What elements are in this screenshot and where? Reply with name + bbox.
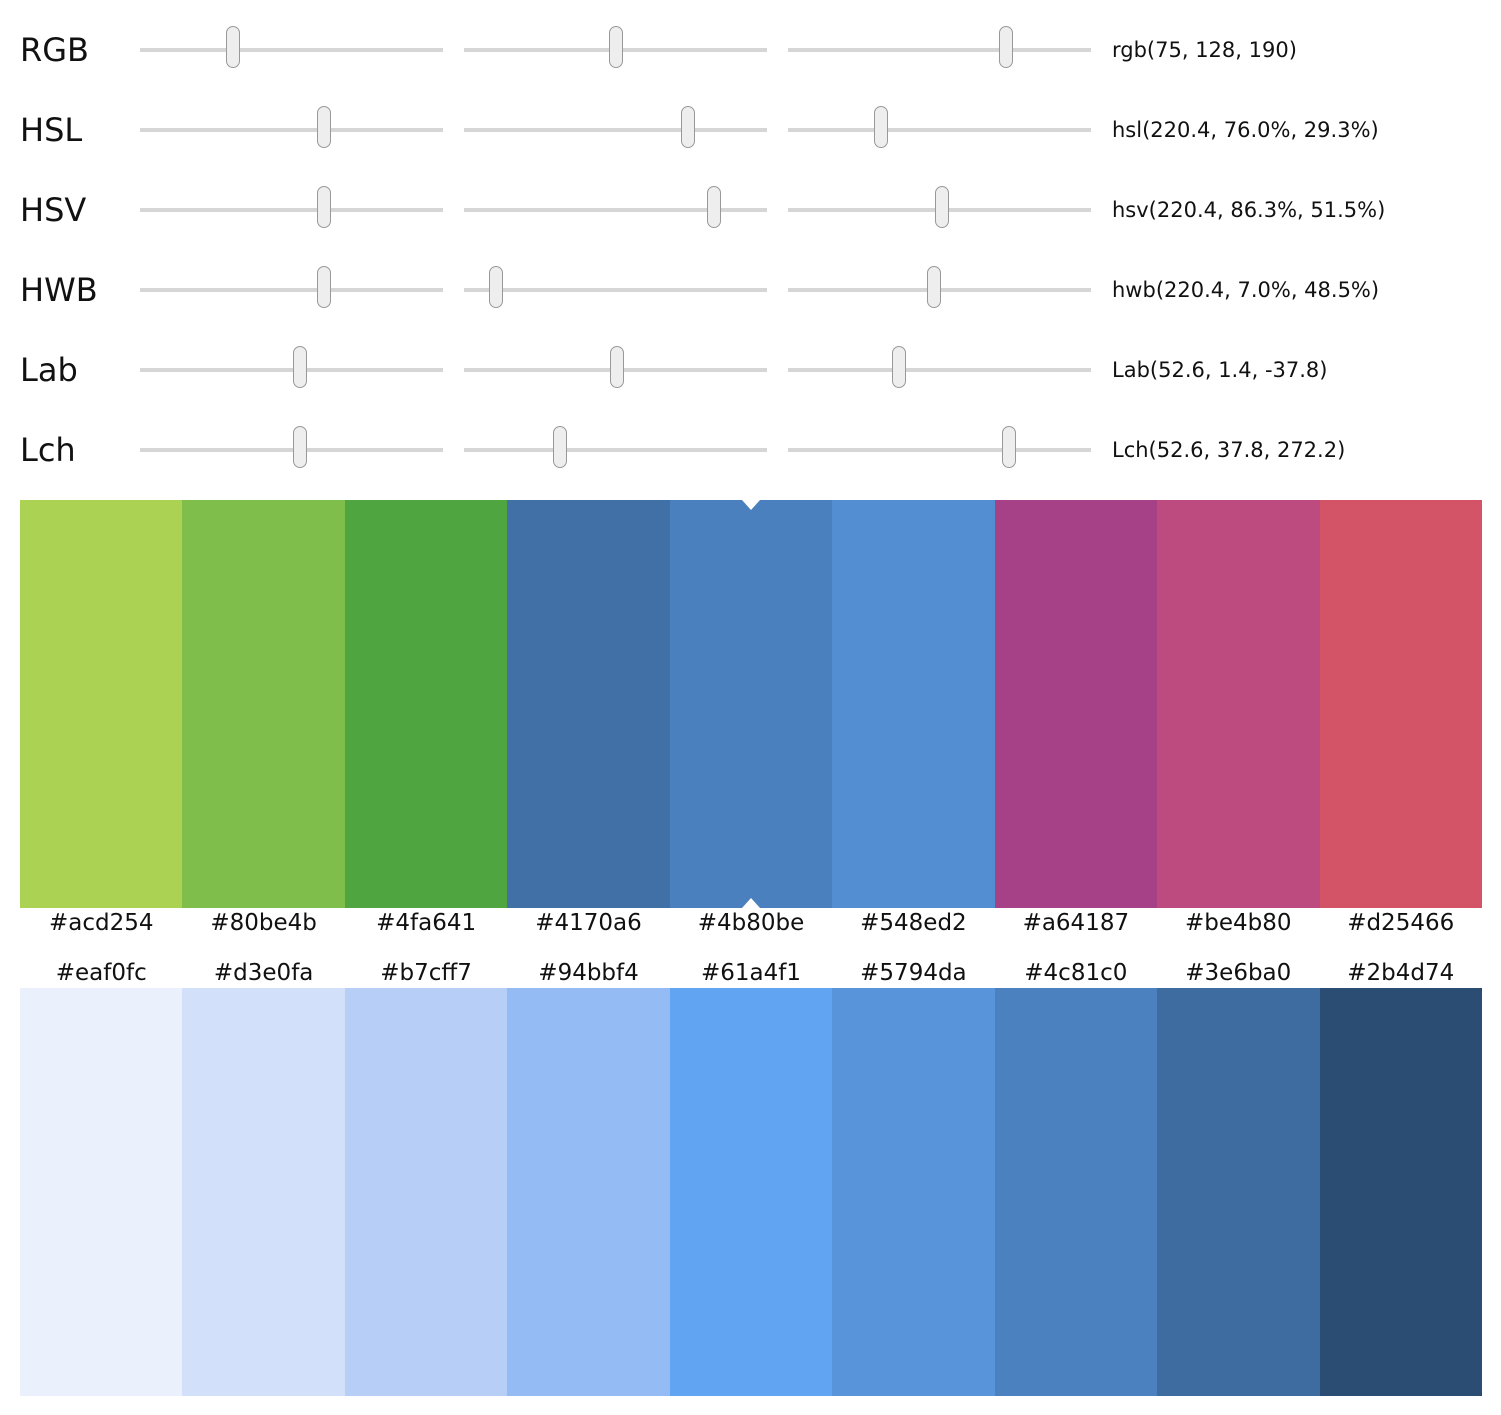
slider-thumb[interactable]: [935, 186, 950, 228]
rgb-slider-1[interactable]: [140, 26, 443, 68]
slider-thumb[interactable]: [681, 106, 696, 148]
color-swatch[interactable]: [832, 988, 995, 1396]
slider-thumb[interactable]: [226, 26, 241, 68]
model-label: Lab: [20, 351, 78, 389]
slider-thumb[interactable]: [553, 426, 568, 468]
slider-thumb[interactable]: [293, 346, 308, 388]
row-hwb: HWB hwb(220.4, 7.0%, 48.5%): [0, 250, 1501, 330]
hwb-slider-1[interactable]: [140, 266, 443, 308]
hsv-slider-3[interactable]: [788, 186, 1091, 228]
slider-thumb[interactable]: [489, 266, 504, 308]
lch-slider-1[interactable]: [140, 426, 443, 468]
slider-thumb[interactable]: [610, 346, 624, 388]
color-swatch[interactable]: [994, 500, 1158, 908]
lab-slider-3[interactable]: [788, 346, 1091, 388]
color-swatch[interactable]: [20, 500, 183, 908]
hex-label: #5794da: [860, 960, 967, 986]
hwb-slider-2[interactable]: [464, 266, 767, 308]
model-label: HSL: [20, 111, 83, 149]
hsl-slider-1[interactable]: [140, 106, 443, 148]
selected-marker-top: [742, 500, 760, 510]
color-swatch[interactable]: [669, 988, 833, 1396]
hex-label: #80be4b: [210, 910, 317, 936]
hsv-slider-1[interactable]: [140, 186, 443, 228]
model-label: HWB: [20, 271, 98, 309]
harmony-hex-labels: #acd254 #80be4b #4fa641 #4170a6 #4b80be #548e…: [20, 908, 1482, 938]
color-swatch[interactable]: [507, 988, 670, 1396]
hex-label: #be4b80: [1185, 910, 1292, 936]
hex-label: #4170a6: [535, 910, 642, 936]
hex-label: #61a4f1: [700, 960, 801, 986]
lch-value-text: Lch(52.6, 37.8, 272.2): [1112, 438, 1346, 462]
hsl-value-text: hsl(220.4, 76.0%, 29.3%): [1112, 118, 1379, 142]
slider-thumb[interactable]: [1002, 426, 1017, 468]
hex-label: #4c81c0: [1024, 960, 1128, 986]
hsl-slider-3[interactable]: [788, 106, 1091, 148]
rgb-value-text: rgb(75, 128, 190): [1112, 38, 1297, 62]
model-label: RGB: [20, 31, 89, 69]
color-swatch[interactable]: [1157, 988, 1320, 1396]
harmony-palette: [20, 500, 1482, 908]
slider-thumb[interactable]: [608, 26, 623, 68]
model-label: Lch: [20, 431, 76, 469]
color-swatch[interactable]: [20, 988, 183, 1396]
row-lch: Lch Lch(52.6, 37.8, 272.2): [0, 410, 1501, 490]
slider-thumb[interactable]: [316, 186, 331, 228]
hex-label: #d3e0fa: [213, 960, 314, 986]
slider-thumb[interactable]: [707, 186, 722, 228]
color-swatch[interactable]: [1157, 500, 1320, 908]
color-swatch[interactable]: [344, 500, 508, 908]
slider-thumb[interactable]: [316, 106, 331, 148]
hex-label: #4fa641: [376, 910, 477, 936]
color-swatch[interactable]: [832, 500, 995, 908]
hsl-slider-2[interactable]: [464, 106, 767, 148]
color-swatch[interactable]: [182, 988, 345, 1396]
shade-hex-labels: #eaf0fc #d3e0fa #b7cff7 #94bbf4 #61a4f1 #5794…: [20, 958, 1482, 988]
hsv-value-text: hsv(220.4, 86.3%, 51.5%): [1112, 198, 1386, 222]
color-swatch[interactable]: [1319, 500, 1482, 908]
lch-slider-2[interactable]: [464, 426, 767, 468]
slider-thumb[interactable]: [293, 426, 308, 468]
hex-label: #b7cff7: [380, 960, 472, 986]
lab-slider-2[interactable]: [464, 346, 767, 388]
slider-thumb[interactable]: [891, 346, 906, 388]
hex-label: #94bbf4: [538, 960, 639, 986]
color-swatch[interactable]: [1319, 988, 1482, 1396]
hex-label: #2b4d74: [1347, 960, 1455, 986]
hex-label: #acd254: [48, 910, 154, 936]
hex-label: #eaf0fc: [55, 960, 147, 986]
rgb-slider-3[interactable]: [788, 26, 1091, 68]
row-rgb: RGB rgb(75, 128, 190): [0, 10, 1501, 90]
selected-marker-bottom: [742, 898, 760, 908]
color-swatch[interactable]: [182, 500, 345, 908]
slider-thumb[interactable]: [926, 266, 941, 308]
lch-slider-3[interactable]: [788, 426, 1091, 468]
slider-thumb[interactable]: [316, 266, 331, 308]
hwb-value-text: hwb(220.4, 7.0%, 48.5%): [1112, 278, 1380, 302]
lab-slider-1[interactable]: [140, 346, 443, 388]
hex-label: #548ed2: [860, 910, 967, 936]
hex-label: #a64187: [1022, 910, 1130, 936]
row-lab: Lab Lab(52.6, 1.4, -37.8): [0, 330, 1501, 410]
slider-thumb[interactable]: [874, 106, 889, 148]
lab-value-text: Lab(52.6, 1.4, -37.8): [1112, 358, 1328, 382]
hsv-slider-2[interactable]: [464, 186, 767, 228]
shade-palette: [20, 988, 1482, 1396]
slider-thumb[interactable]: [999, 26, 1014, 68]
row-hsv: HSV hsv(220.4, 86.3%, 51.5%): [0, 170, 1501, 250]
rgb-slider-2[interactable]: [464, 26, 767, 68]
color-swatch[interactable]: [994, 988, 1158, 1396]
color-swatch[interactable]: [507, 500, 670, 908]
row-hsl: HSL hsl(220.4, 76.0%, 29.3%): [0, 90, 1501, 170]
hex-label: #4b80be: [697, 910, 805, 936]
color-swatch[interactable]: [669, 500, 833, 908]
color-swatch[interactable]: [344, 988, 508, 1396]
hex-label: #3e6ba0: [1185, 960, 1292, 986]
model-label: HSV: [20, 191, 87, 229]
hwb-slider-3[interactable]: [788, 266, 1091, 308]
hex-label: #d25466: [1347, 910, 1455, 936]
